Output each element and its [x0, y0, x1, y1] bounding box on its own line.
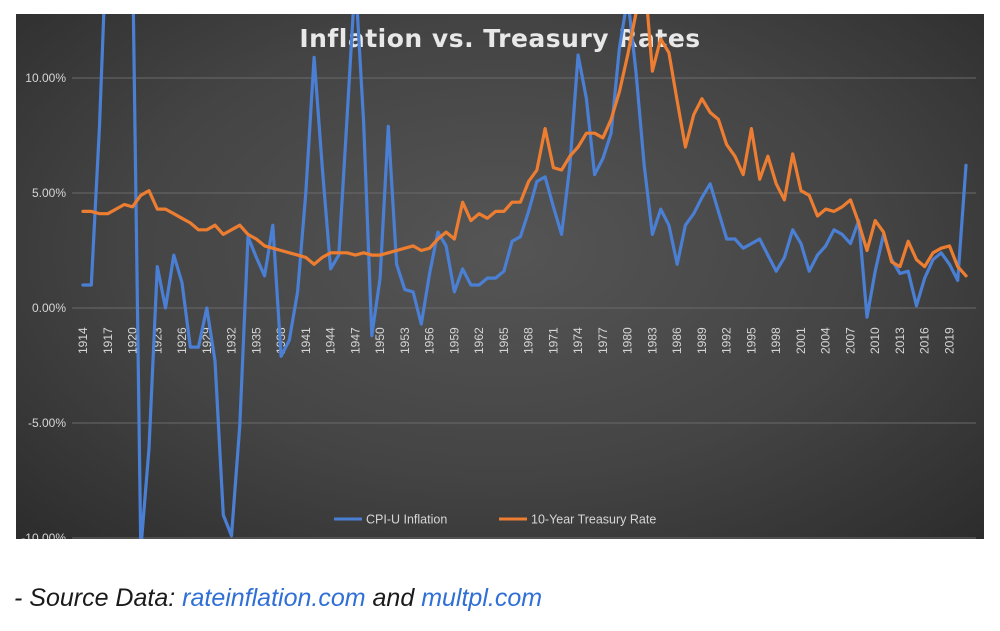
multpl-link[interactable]: multpl.com: [421, 584, 543, 612]
legend-label-treasury: 10-Year Treasury Rate: [531, 513, 656, 527]
gridlines: [72, 77, 976, 539]
x-axis-ticks: 1914 1917 1920 1923 1926 1929 1932 1935 1938 1941…: [76, 327, 956, 354]
x-tick-label: 1920: [126, 327, 140, 354]
x-tick-label: 1944: [324, 327, 338, 354]
x-tick-label: 1971: [546, 327, 560, 354]
legend-label-cpi: CPI-U Inflation: [366, 513, 447, 527]
x-tick-label: 1974: [571, 327, 585, 354]
x-tick-label: 1953: [398, 327, 412, 354]
x-tick-label: 1941: [299, 327, 313, 354]
legend: CPI-U Inflation 10-Year Treasury Rate: [334, 513, 656, 527]
treasury-rate-line: [81, 14, 968, 278]
x-tick-label: 1977: [596, 327, 610, 354]
x-tick-label: 1926: [175, 327, 189, 354]
source-note: - Source Data: rateinflation.com and mul…: [14, 584, 542, 613]
cpi-inflation-line: [81, 14, 968, 539]
y-axis-ticks: 20.00%15.00%10.00%5.00%0.00%-5.00%-10.00…: [21, 71, 66, 539]
x-tick-label: 2007: [843, 327, 857, 354]
x-tick-label: 2001: [794, 327, 808, 354]
x-tick-label: 1950: [373, 327, 387, 354]
x-tick-label: 2013: [893, 327, 907, 354]
source-prefix: - Source Data:: [14, 584, 183, 612]
y-tick-label: 10.00%: [25, 71, 66, 85]
x-tick-label: 1989: [695, 327, 709, 354]
rateinflation-link[interactable]: rateinflation.com: [182, 584, 366, 612]
x-tick-label: 1932: [225, 327, 239, 354]
y-tick-label: -10.00%: [21, 531, 66, 539]
x-tick-label: 1935: [249, 327, 263, 354]
x-tick-label: 1986: [670, 327, 684, 354]
source-middle: and: [365, 584, 422, 612]
x-tick-label: 1992: [720, 327, 734, 354]
x-tick-label: 1917: [101, 327, 115, 354]
x-tick-label: 2010: [868, 327, 882, 354]
y-tick-label: 5.00%: [32, 186, 66, 200]
x-tick-label: 1914: [76, 327, 90, 354]
x-tick-label: 1962: [472, 327, 486, 354]
x-tick-label: 1998: [769, 327, 783, 354]
x-tick-label: 1980: [621, 327, 635, 354]
x-tick-label: 1968: [522, 327, 536, 354]
x-tick-label: 1965: [497, 327, 511, 354]
x-tick-label: 1959: [447, 327, 461, 354]
x-tick-label: 2019: [942, 327, 956, 354]
inflation-treasury-chart: Inflation vs. Treasury Rates 20.00%15.00…: [21, 14, 976, 539]
series-lines: [81, 14, 968, 539]
y-tick-label: 0.00%: [32, 301, 66, 315]
x-tick-label: 1983: [645, 327, 659, 354]
x-tick-label: 1956: [423, 327, 437, 354]
x-tick-label: 1995: [744, 327, 758, 354]
x-tick-label: 2016: [918, 327, 932, 354]
y-tick-label: -5.00%: [28, 416, 66, 430]
x-tick-label: 2004: [819, 327, 833, 354]
x-tick-label: 1947: [348, 327, 362, 354]
chart-panel: Inflation vs. Treasury Rates 20.00%15.00…: [16, 14, 984, 539]
